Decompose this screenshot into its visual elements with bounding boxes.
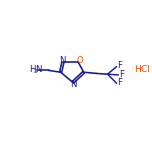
- Text: F: F: [117, 78, 122, 87]
- Text: N: N: [70, 80, 77, 89]
- Text: O: O: [77, 56, 83, 65]
- Text: N: N: [59, 56, 65, 65]
- Text: N: N: [35, 65, 42, 74]
- Text: F: F: [119, 70, 124, 79]
- Text: 2: 2: [33, 69, 37, 74]
- Text: HCl: HCl: [134, 65, 150, 74]
- Text: H: H: [29, 65, 35, 74]
- Text: F: F: [117, 61, 122, 71]
